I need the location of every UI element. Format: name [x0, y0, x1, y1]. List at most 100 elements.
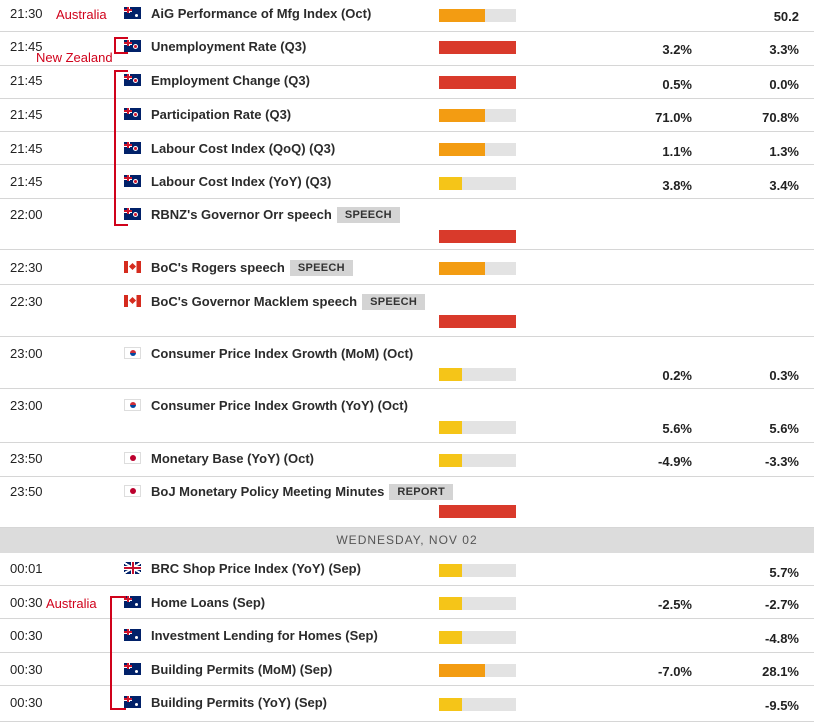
impact-bar — [439, 76, 516, 89]
annotation-australia-top: Australia — [56, 7, 107, 22]
actual-value: 0.5% — [662, 77, 692, 92]
impact-bar — [439, 143, 516, 156]
actual-value: -7.0% — [658, 664, 692, 679]
impact-bar — [439, 368, 516, 381]
impact-bar — [439, 315, 516, 328]
impact-bar-fill — [439, 631, 463, 644]
event-name[interactable]: BoC's Rogers speech SPEECH — [151, 260, 353, 276]
flag-nz-icon — [124, 40, 141, 52]
event-name[interactable]: Building Permits (YoY) (Sep) — [151, 695, 327, 710]
impact-bar — [439, 698, 516, 711]
flag-au-icon — [124, 696, 141, 708]
event-name[interactable]: RBNZ's Governor Orr speech SPEECH — [151, 207, 400, 223]
previous-value: -4.8% — [765, 631, 799, 646]
impact-bar-fill — [439, 76, 516, 89]
annotation-australia-bottom: Australia — [46, 596, 97, 611]
event-time: 22:30 — [10, 260, 43, 275]
previous-value: 0.0% — [769, 77, 799, 92]
event-row[interactable]: 21:45 Employment Change (Q3) 0.5% 0.0% — [0, 66, 814, 99]
event-row[interactable]: 23:50 BoJ Monetary Policy Meeting Minutes… — [0, 477, 814, 528]
event-name[interactable]: Investment Lending for Homes (Sep) — [151, 628, 378, 643]
event-row[interactable]: 23:50 Monetary Base (YoY) (Oct) -4.9% -3.3% — [0, 443, 814, 477]
event-name[interactable]: Participation Rate (Q3) — [151, 107, 291, 122]
event-time: 22:30 — [10, 294, 43, 309]
event-name-text: Home Loans (Sep) — [151, 595, 266, 610]
event-name-text: Participation Rate (Q3) — [151, 107, 292, 122]
event-row[interactable]: 23:00 Consumer Price Index Growth (MoM) (… — [0, 337, 814, 389]
event-row[interactable]: 22:00 RBNZ's Governor Orr speech SPEECH — [0, 199, 814, 250]
impact-bar — [439, 230, 516, 243]
event-time: 22:00 — [10, 207, 43, 222]
previous-value: 70.8% — [762, 110, 799, 125]
flag-ca-icon — [124, 261, 141, 273]
previous-value: -2.7% — [765, 597, 799, 612]
actual-value: 0.2% — [662, 368, 692, 383]
event-row[interactable]: 22:30 BoC's Governor Macklem speech SPEECH — [0, 285, 814, 337]
event-name[interactable]: AiG Performance of Mfg Index (Oct) — [151, 6, 371, 21]
previous-value: 0.3% — [769, 368, 799, 383]
event-type-badge: SPEECH — [362, 294, 426, 310]
event-name-text: RBNZ's Governor Orr speech — [151, 207, 332, 222]
event-time: 23:50 — [10, 484, 43, 499]
actual-value: 5.6% — [662, 421, 692, 436]
impact-bar-fill — [439, 9, 486, 22]
event-name-text: Building Permits (MoM) (Sep) — [151, 662, 333, 677]
event-name[interactable]: Labour Cost Index (YoY) (Q3) — [151, 174, 331, 189]
event-name[interactable]: Building Permits (MoM) (Sep) — [151, 662, 332, 677]
impact-bar-fill — [439, 315, 516, 328]
impact-bar-fill — [439, 41, 516, 54]
event-row[interactable]: 23:00 Consumer Price Index Growth (YoY) (… — [0, 389, 814, 443]
impact-bar-fill — [439, 230, 516, 243]
day-header: WEDNESDAY, NOV 02 — [0, 528, 814, 553]
event-row[interactable]: 21:45 Labour Cost Index (QoQ) (Q3) 1.1% 1.3… — [0, 132, 814, 165]
flag-nz-icon — [124, 108, 141, 120]
event-name-text: BoC's Governor Macklem speech — [151, 294, 358, 309]
event-type-badge: SPEECH — [336, 207, 400, 223]
impact-bar — [439, 631, 516, 644]
event-name-text: Consumer Price Index Growth (MoM) (Oct) — [151, 346, 414, 361]
event-time: 21:45 — [10, 107, 43, 122]
flag-jp-icon — [124, 452, 141, 464]
event-name[interactable]: BoJ Monetary Policy Meeting Minutes REPOR… — [151, 484, 453, 500]
event-name[interactable]: Home Loans (Sep) — [151, 595, 265, 610]
event-name[interactable]: Labour Cost Index (QoQ) (Q3) — [151, 141, 335, 156]
event-name[interactable]: Unemployment Rate (Q3) — [151, 39, 306, 54]
event-name-text: Unemployment Rate (Q3) — [151, 39, 307, 54]
event-row[interactable]: 21:45 Labour Cost Index (YoY) (Q3) 3.8% 3.4… — [0, 165, 814, 199]
previous-value: 1.3% — [769, 144, 799, 159]
event-name[interactable]: BRC Shop Price Index (YoY) (Sep) — [151, 561, 361, 576]
actual-value: 3.8% — [662, 178, 692, 193]
impact-bar — [439, 421, 516, 434]
event-time: 23:00 — [10, 398, 43, 413]
impact-bar-fill — [439, 505, 516, 518]
event-name-text: Labour Cost Index (YoY) (Q3) — [151, 174, 332, 189]
event-row[interactable]: 22:30 BoC's Rogers speech SPEECH — [0, 250, 814, 285]
event-name-text: Investment Lending for Homes (Sep) — [151, 628, 378, 643]
actual-value: 3.2% — [662, 42, 692, 57]
event-time: 21:45 — [10, 73, 43, 88]
flag-kr-icon — [124, 399, 141, 411]
event-name[interactable]: Consumer Price Index Growth (YoY) (Oct) — [151, 398, 408, 413]
event-row[interactable]: 21:45 Participation Rate (Q3) 71.0% 70.8% — [0, 99, 814, 132]
impact-bar — [439, 564, 516, 577]
event-name-text: Monetary Base (YoY) (Oct) — [151, 451, 315, 466]
event-time: 00:30 — [10, 695, 43, 710]
event-row[interactable]: 00:01 BRC Shop Price Index (YoY) (Sep) 5.7… — [0, 553, 814, 586]
flag-nz-icon — [124, 208, 141, 220]
event-type-badge: SPEECH — [289, 260, 353, 276]
event-name[interactable]: Consumer Price Index Growth (MoM) (Oct) — [151, 346, 413, 361]
event-name[interactable]: Employment Change (Q3) — [151, 73, 310, 88]
impact-bar-fill — [439, 454, 463, 467]
flag-ca-icon — [124, 295, 141, 307]
event-row[interactable]: 00:30 Investment Lending for Homes (Sep) -… — [0, 619, 814, 653]
event-name-text: AiG Performance of Mfg Index (Oct) — [151, 6, 372, 21]
event-row[interactable]: 21:30 AiG Performance of Mfg Index (Oct) 5… — [0, 0, 814, 32]
event-row[interactable]: 00:30 Home Loans (Sep) -2.5% -2.7% — [0, 586, 814, 619]
event-row[interactable]: 00:30 Building Permits (MoM) (Sep) -7.0% 28… — [0, 653, 814, 686]
event-name[interactable]: Monetary Base (YoY) (Oct) — [151, 451, 314, 466]
event-row[interactable]: 21:45 Unemployment Rate (Q3) 3.2% 3.3% — [0, 32, 814, 66]
event-name-text: Consumer Price Index Growth (YoY) (Oct) — [151, 398, 408, 413]
event-name[interactable]: BoC's Governor Macklem speech SPEECH — [151, 294, 426, 310]
event-type-badge: REPORT — [389, 484, 453, 500]
event-name-text: Building Permits (YoY) (Sep) — [151, 695, 327, 710]
